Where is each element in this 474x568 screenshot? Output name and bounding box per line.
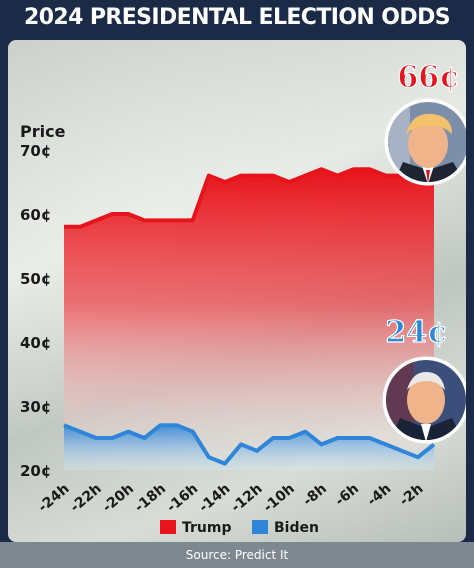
y-axis-ticks: 20¢ 30¢ 40¢ 50¢ 60¢ 70¢: [20, 142, 51, 480]
y-axis-label: Price: [20, 122, 66, 141]
legend-label-biden: Biden: [274, 520, 319, 536]
x-tick-label: -16h: [164, 481, 201, 516]
source-label: Source: Predict It: [186, 548, 289, 562]
legend-swatch-biden: [252, 520, 268, 534]
plot-areas: [63, 167, 436, 470]
legend-label-trump: Trump: [182, 520, 232, 536]
trump-value-annotation: 66¢: [397, 60, 460, 95]
x-tick-label: -12h: [228, 481, 265, 516]
line-trump: [64, 167, 434, 229]
biden-value-annotation: 24¢: [385, 315, 448, 350]
x-tick-label: -22h: [67, 481, 104, 516]
x-tick-label: -14h: [196, 481, 233, 516]
x-axis-ticks: -24h-22h-20h-18h-16h-14h-12h-10h -8h -6h -4…: [35, 481, 426, 516]
footer: Source: Predict It: [0, 542, 474, 568]
x-tick-label: -2h: [397, 481, 427, 510]
line-biden: [63, 423, 436, 466]
legend-swatch-trump: [160, 520, 176, 534]
x-tick-label: -6h: [332, 481, 362, 510]
chart: Price 20¢ 30¢ 40¢ 50¢ 60¢ 70¢ -24h-22h-20h-18…: [20, 59, 466, 536]
y-tick-label: 60¢: [20, 206, 51, 224]
x-tick-label: -4h: [364, 481, 394, 510]
y-tick-label: 20¢: [20, 462, 51, 480]
legend: Trump Biden: [160, 520, 319, 536]
chart-panel: Price 20¢ 30¢ 40¢ 50¢ 60¢ 70¢ -24h -22h -20h -18…: [8, 40, 466, 542]
y-tick-label: 40¢: [20, 334, 51, 352]
x-tick-label: -8h: [300, 481, 330, 510]
y-tick-label: 30¢: [20, 398, 51, 416]
area-trump: [64, 169, 434, 470]
trump-portrait-icon: [384, 98, 466, 186]
y-tick-label: 70¢: [20, 142, 51, 160]
x-tick-label: -20h: [100, 481, 137, 516]
x-tick-label: -10h: [260, 481, 297, 516]
y-tick-label: 50¢: [20, 270, 51, 288]
page-title: 2024 PRESIDENTAL ELECTION ODDS: [0, 0, 474, 35]
x-tick-label: -18h: [132, 481, 169, 516]
biden-portrait-icon: [382, 356, 466, 444]
x-tick-label: -24h: [35, 481, 72, 516]
